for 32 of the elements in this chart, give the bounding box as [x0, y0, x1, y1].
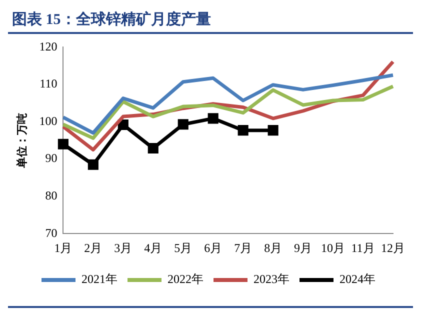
x-tick-label: 5月	[174, 240, 192, 255]
y-tick-label: 80	[45, 188, 58, 202]
point	[268, 125, 278, 136]
y-tick-label: 70	[45, 226, 58, 240]
x-tick-label: 9月	[294, 240, 312, 255]
x-tick-label: 8月	[264, 240, 282, 255]
y-tick-label: 100	[39, 114, 58, 128]
x-tick-label: 6月	[204, 240, 222, 255]
point	[148, 142, 158, 154]
x-tick-label: 1月	[54, 240, 72, 255]
legend-label: 2024年	[340, 272, 376, 286]
x-tick-label: 11月	[351, 240, 375, 255]
y-tick-label: 90	[45, 151, 58, 166]
x-tick-label: 3月	[114, 240, 132, 255]
point	[178, 119, 188, 130]
point	[238, 125, 248, 136]
y-tick-label: 120	[39, 39, 58, 54]
point	[208, 113, 218, 124]
point	[58, 138, 68, 150]
y-tick-label: 110	[40, 76, 58, 91]
x-tick-label: 10月	[321, 240, 346, 255]
x-tick-label: 12月	[381, 240, 405, 255]
point	[118, 119, 128, 130]
legend-label: 2023年	[254, 272, 290, 286]
point	[88, 159, 98, 170]
x-tick-label: 4月	[144, 240, 162, 255]
x-tick-label: 7月	[234, 240, 252, 255]
y-axis-title: 单位：万吨	[15, 112, 28, 169]
x-tick-label: 2月	[84, 240, 102, 255]
legend-label: 2021年	[82, 272, 118, 286]
chart-title: 图表 15：全球锌精矿月度产量	[8, 8, 413, 34]
legend-label: 2022年	[168, 272, 204, 286]
